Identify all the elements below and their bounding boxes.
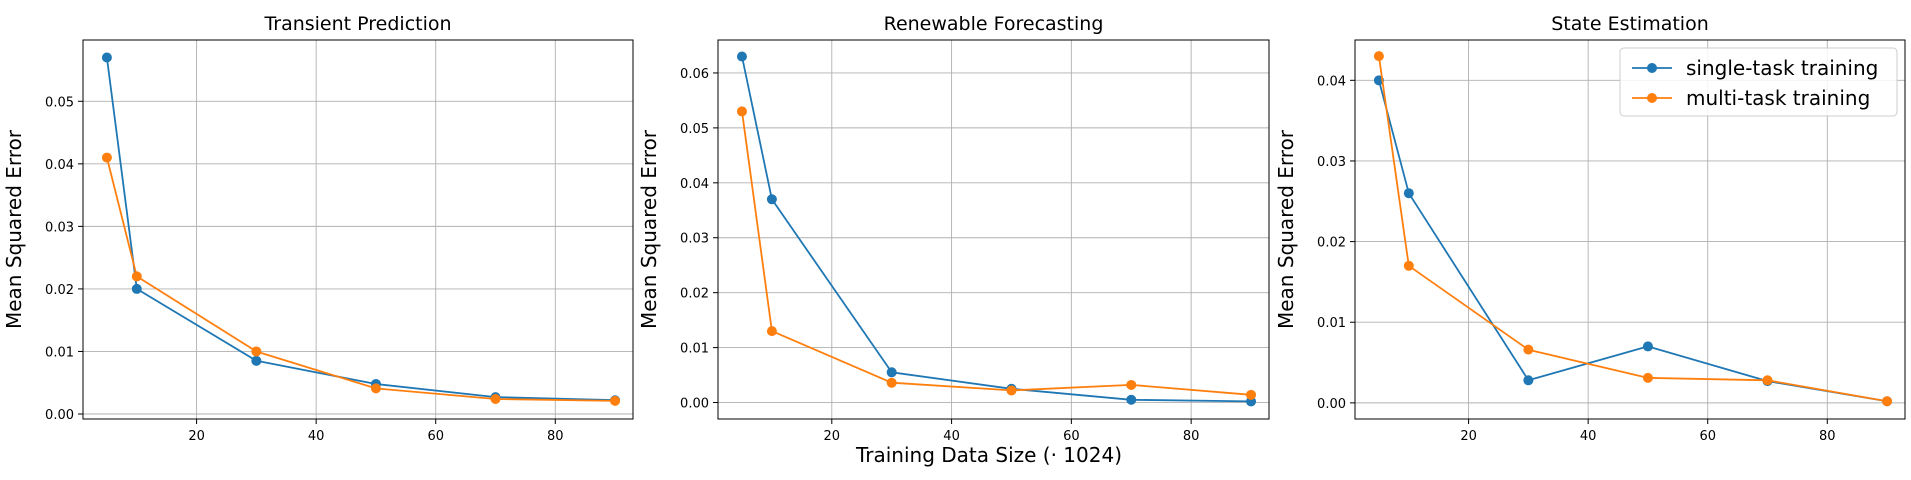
- legend-marker-multi: [1647, 93, 1657, 103]
- y-tick-label: 0.00: [45, 408, 74, 423]
- legend-marker-single: [1647, 63, 1657, 73]
- x-tick-label: 60: [427, 429, 444, 444]
- axes-frame: [717, 39, 1270, 420]
- y-tick-label: 0.01: [45, 345, 74, 360]
- legend-box: [1619, 47, 1898, 117]
- y-tick-label: 0.04: [680, 177, 709, 192]
- series-line-multi: [741, 111, 1252, 396]
- y-tick-label: 0.06: [680, 67, 709, 82]
- data-point-multi: [101, 152, 112, 163]
- chart-title: Transient Prediction: [263, 13, 451, 35]
- chart-panel-1: 20 40 60 80 0.00 0.01 0.02 0.03 0.04 0.05 Transien…: [2, 13, 634, 444]
- y-tick-label: 0.03: [680, 232, 709, 247]
- x-tick-label: 80: [1819, 429, 1836, 444]
- y-tick-label: 0.05: [680, 122, 709, 137]
- data-point-single: [886, 367, 897, 378]
- y-tick-label: 0.02: [1317, 236, 1346, 251]
- x-axis-label: Training Data Size (· 1024): [855, 443, 1122, 467]
- y-tick-label: 0.00: [680, 397, 709, 412]
- data-point-multi: [1642, 372, 1653, 383]
- y-tick-label: 0.01: [1317, 316, 1346, 331]
- y-tick-label: 0.04: [45, 158, 74, 173]
- data-point-multi: [1403, 260, 1414, 271]
- x-tick-label: 40: [1580, 429, 1597, 444]
- y-tick-label: 0.03: [1317, 155, 1346, 170]
- data-point-multi: [766, 326, 777, 337]
- data-point-single: [1126, 394, 1137, 405]
- data-point-single: [101, 52, 112, 63]
- x-tick-label: 40: [308, 429, 325, 444]
- data-point-multi: [1373, 51, 1384, 62]
- series-line-multi: [106, 157, 616, 402]
- data-point-single: [131, 283, 142, 294]
- data-point-multi: [251, 346, 262, 357]
- axes-frame: [82, 39, 634, 420]
- data-point-single: [1403, 188, 1414, 199]
- data-point-multi: [1762, 375, 1773, 386]
- legend-label-multi: multi-task training: [1686, 86, 1870, 110]
- x-tick-label: 80: [547, 429, 564, 444]
- y-axis-label: Mean Squared Error: [2, 129, 26, 329]
- data-point-multi: [736, 106, 747, 117]
- series-line-multi: [1378, 55, 1888, 403]
- axes-frame: [1354, 39, 1906, 420]
- x-tick-label: 20: [824, 429, 841, 444]
- data-point-multi: [886, 377, 897, 388]
- legend: single-task training multi-task training: [1619, 47, 1898, 117]
- y-tick-label: 0.01: [680, 342, 709, 357]
- data-point-multi: [131, 271, 142, 282]
- y-tick-label: 0.05: [45, 95, 74, 110]
- y-axis-label: Mean Squared Error: [1274, 129, 1298, 329]
- chart-title: State Estimation: [1551, 13, 1709, 35]
- data-point-single: [251, 355, 262, 366]
- data-point-multi: [1523, 344, 1534, 355]
- data-point-single: [766, 194, 777, 205]
- x-tick-label: 60: [1699, 429, 1716, 444]
- x-tick-label: 40: [943, 429, 960, 444]
- data-point-multi: [370, 383, 381, 394]
- y-axis-label: Mean Squared Error: [637, 129, 661, 329]
- y-tick-label: 0.03: [45, 220, 74, 235]
- data-point-single: [736, 51, 747, 62]
- series-line-single: [106, 57, 616, 402]
- chart-title: Renewable Forecasting: [884, 13, 1104, 35]
- data-point-multi: [490, 393, 501, 404]
- data-point-multi: [1882, 396, 1893, 407]
- data-point-multi: [1126, 379, 1137, 390]
- chart-panel-3: 20 40 60 80 0.00 0.01 0.02 0.03 0.04 State Estima…: [1274, 13, 1906, 444]
- x-tick-label: 20: [188, 429, 205, 444]
- data-point-single: [1523, 375, 1534, 386]
- y-tick-label: 0.00: [1317, 397, 1346, 412]
- y-tick-label: 0.04: [1317, 74, 1346, 89]
- chart-panels: 20 40 60 80 0.00 0.01 0.02 0.03 0.04 0.05 Transien…: [2, 13, 1906, 444]
- data-point-multi: [610, 395, 621, 406]
- x-tick-label: 60: [1063, 429, 1080, 444]
- data-point-multi: [1246, 389, 1257, 400]
- series-line-single: [741, 56, 1252, 403]
- chart-panel-2: 20 40 60 80 0.00 0.01 0.02 0.03 0.04 0.05 0.06 Rene…: [637, 13, 1270, 444]
- x-tick-label: 20: [1460, 429, 1477, 444]
- data-point-single: [1642, 341, 1653, 352]
- legend-label-single: single-task training: [1686, 56, 1878, 80]
- data-point-multi: [1006, 385, 1017, 396]
- x-tick-label: 80: [1183, 429, 1200, 444]
- y-tick-label: 0.02: [45, 283, 74, 298]
- series-line-single: [1378, 80, 1888, 403]
- y-tick-label: 0.02: [680, 287, 709, 302]
